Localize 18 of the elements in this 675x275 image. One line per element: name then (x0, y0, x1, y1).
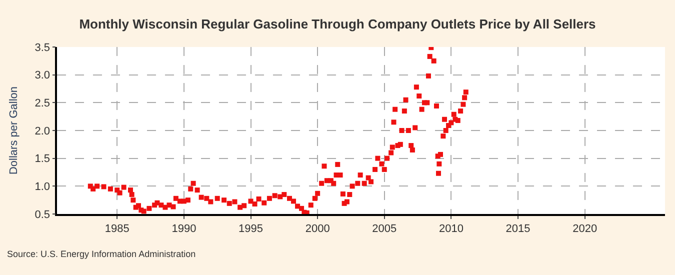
y-tick-label: 0.5 (34, 208, 50, 221)
x-tick-label: 2020 (572, 222, 598, 235)
y-tick-label: 2.5 (34, 98, 50, 110)
x-tick-label: 2015 (506, 222, 530, 235)
x-tick-label: 1995 (238, 222, 263, 235)
y-tick-label: 1.0 (34, 181, 50, 194)
y-tick-label: 3.0 (34, 70, 50, 82)
y-tick-label: 2.0 (34, 125, 50, 138)
x-tick-label: 2010 (438, 222, 464, 235)
x-tick-label: 2000 (305, 222, 330, 235)
y-axis-title: Dollars per Gallon (8, 86, 20, 175)
chart-title: Monthly Wisconsin Regular Gasoline Through Company Outlets Price by All Sellers (79, 16, 596, 32)
x-tick-label: 1990 (172, 222, 196, 235)
y-tick-label: 1.5 (34, 153, 50, 166)
y-tick-label: 3.5 (34, 42, 50, 54)
source-note: Source: U.S. Energy Information Administration (7, 249, 196, 259)
x-tick-label: 2005 (372, 222, 397, 235)
x-tick-label: 1985 (104, 222, 130, 235)
